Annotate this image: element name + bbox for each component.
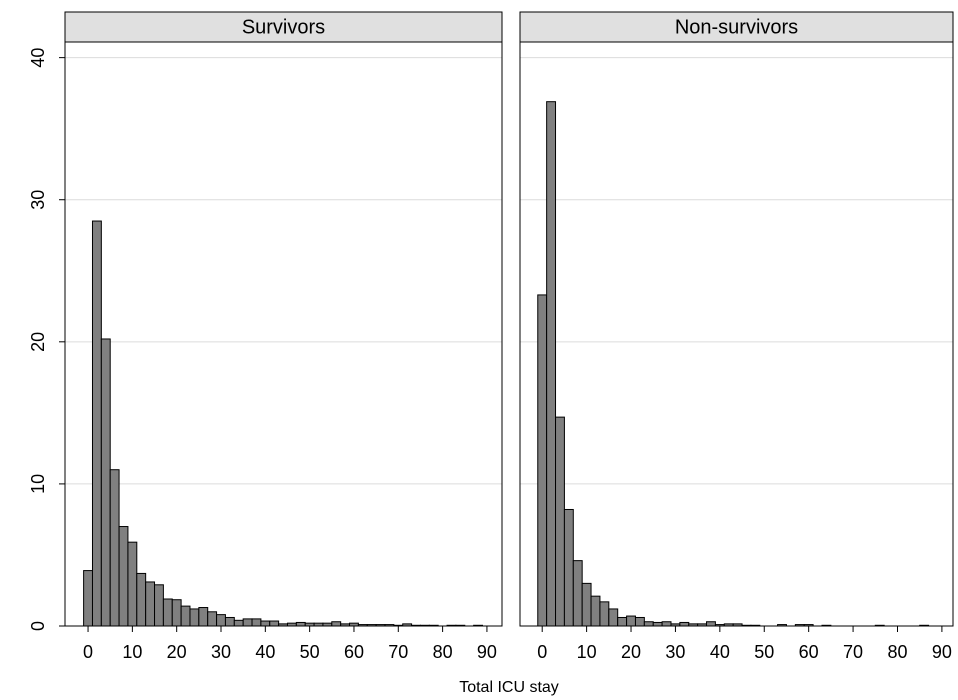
panel-background (65, 42, 502, 626)
x-tick-label: 40 (710, 642, 730, 662)
x-tick-label: 10 (122, 642, 142, 662)
bar (162, 598, 173, 627)
bar (260, 620, 271, 627)
y-tick-label: 20 (28, 332, 48, 352)
facet-strip (519, 11, 954, 43)
panel-background (520, 42, 953, 626)
y-tick-label: 40 (28, 48, 48, 68)
bar (154, 584, 164, 627)
x-tick-label: 60 (344, 642, 364, 662)
x-tick-label: 40 (255, 642, 275, 662)
bar (207, 611, 218, 627)
bar (180, 605, 191, 627)
facet-title: Survivors (242, 16, 325, 38)
x-tick-label: 20 (167, 642, 187, 662)
x-tick-label: 80 (433, 642, 453, 662)
bar (224, 616, 235, 627)
bar (634, 616, 645, 627)
bar (83, 570, 93, 627)
x-axis-label: Total ICU stay (459, 679, 559, 696)
facet-title: Non-survivors (675, 16, 798, 38)
panel-border (64, 11, 503, 627)
bar (626, 615, 636, 627)
y-tick-label: 10 (28, 474, 48, 494)
x-tick-label: 0 (83, 642, 93, 662)
bar (127, 541, 138, 627)
bar (189, 608, 200, 627)
panel-border (519, 11, 954, 627)
bar (572, 560, 583, 627)
bar (679, 621, 690, 627)
x-tick-label: 70 (388, 642, 408, 662)
bar (233, 619, 244, 627)
x-tick-label: 50 (300, 642, 320, 662)
bar (242, 618, 253, 627)
bar (216, 614, 226, 627)
bar (555, 416, 565, 627)
bar (652, 621, 663, 627)
bar (563, 508, 574, 627)
x-tick-label: 20 (621, 642, 641, 662)
bar (171, 599, 182, 627)
facet-strip (64, 11, 503, 43)
bar (581, 582, 592, 627)
bar (145, 581, 156, 627)
bar (91, 220, 102, 627)
x-tick-label: 50 (754, 642, 774, 662)
bar (109, 469, 120, 627)
bar (269, 620, 280, 627)
x-tick-label: 70 (843, 642, 863, 662)
bar (661, 621, 672, 627)
y-tick-label: 30 (28, 190, 48, 210)
bar (706, 621, 716, 627)
x-tick-label: 30 (211, 642, 231, 662)
x-tick-label: 30 (665, 642, 685, 662)
bar (136, 572, 147, 627)
x-tick-label: 90 (932, 642, 952, 662)
x-tick-label: 80 (887, 642, 907, 662)
bar (608, 608, 619, 627)
bar (118, 526, 129, 627)
x-tick-label: 60 (799, 642, 819, 662)
bar (546, 101, 557, 627)
x-tick-label: 0 (537, 642, 547, 662)
bar (617, 616, 628, 627)
bar (599, 601, 610, 627)
x-tick-label: 10 (577, 642, 597, 662)
bar (295, 621, 306, 627)
bar (331, 621, 342, 627)
bar (590, 595, 601, 627)
bar (198, 607, 209, 627)
bar (537, 294, 548, 627)
y-tick-label: 0 (28, 621, 48, 631)
x-tick-label: 90 (477, 642, 497, 662)
bar (251, 618, 262, 627)
bar (643, 621, 654, 627)
bar (100, 338, 111, 627)
